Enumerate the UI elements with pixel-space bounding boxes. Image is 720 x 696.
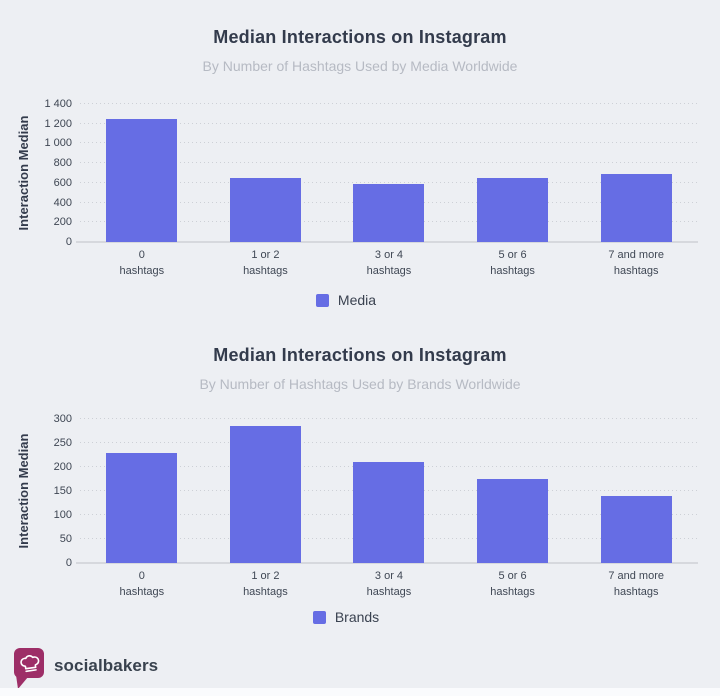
bar-3 — [477, 177, 549, 242]
socialbakers-logo-icon — [14, 648, 44, 689]
bar-slot — [574, 104, 698, 242]
y-tick-label: 400 — [53, 196, 72, 209]
chart-brands-y-axis-label: Interaction Median — [16, 433, 31, 549]
y-tick-label: 200 — [53, 216, 72, 229]
y-tick-label: 0 — [65, 236, 72, 248]
bars-group — [80, 104, 698, 242]
bar-0 — [106, 118, 178, 242]
x-tick-label: 0 hashtags — [119, 249, 165, 277]
legend-label-media: Media — [337, 292, 377, 308]
y-tick-label: 800 — [53, 157, 72, 170]
chart-media-x-axis-labels: 0 hashtags 1 or 2 hashtags 3 or 4 hashtags 5 o… — [80, 247, 698, 279]
bar-slot — [204, 104, 328, 242]
gridline — [80, 181, 698, 183]
x-tick-label: 5 or 6 hashtags — [490, 570, 535, 598]
chart-media-subtitle: By Number of Hashtags Used by Media Worl… — [202, 58, 518, 74]
bar-4 — [600, 495, 672, 563]
bar-slot — [327, 104, 451, 242]
x-tick-label: 3 or 4 hashtags — [366, 570, 412, 598]
chart-media-title: Median Interactions on Instagram — [213, 27, 507, 47]
bottom-strip — [0, 688, 720, 696]
x-tick-label: 1 or 2 hashtags — [243, 570, 288, 598]
y-tick-label: 1 400 — [44, 98, 72, 110]
y-tick-label: 150 — [53, 485, 72, 497]
legend-swatch-media — [315, 293, 329, 307]
bar-slot — [80, 104, 204, 242]
bar-slot — [204, 419, 328, 563]
y-tick-label: 0 — [65, 557, 72, 569]
bar-1 — [229, 426, 301, 563]
chart-brands-subtitle: By Number of Hashtags Used by Brands Wor… — [199, 376, 521, 392]
bar-0 — [106, 452, 178, 563]
bar-slot — [574, 419, 698, 563]
bar-3 — [477, 479, 549, 563]
gridline — [80, 442, 698, 443]
chart-media-plot-area: 0 200 400 600 800 1 000 1 200 1 400 — [44, 98, 698, 248]
gridline — [80, 142, 698, 144]
chart-brands-plot-area: 0 50 100 150 200 250 300 — [54, 413, 698, 569]
y-tick-label: 100 — [53, 509, 72, 521]
bar-2 — [353, 462, 425, 563]
x-tick-label: 7 and more hashtags — [608, 249, 664, 277]
chart-brands-title: Median Interactions on Instagram — [213, 345, 507, 365]
bars-group — [80, 419, 698, 563]
bar-1 — [229, 177, 301, 242]
bar-slot — [451, 419, 575, 563]
gridline — [80, 103, 698, 104]
legend-swatch-brands — [312, 610, 326, 624]
bar-slot — [327, 419, 451, 563]
bar-2 — [353, 183, 425, 242]
brand-name: socialbakers — [54, 656, 159, 675]
chart-brands-x-axis-labels: 0 hashtags 1 or 2 hashtags 3 or 4 hashtags 5 o… — [80, 568, 698, 600]
gridline — [80, 162, 698, 164]
x-axis-line — [76, 562, 698, 564]
chart-media-y-axis-label: Interaction Median — [16, 115, 31, 231]
y-tick-label: 300 — [53, 413, 72, 425]
bar-4 — [600, 174, 672, 242]
bar-slot — [80, 419, 204, 563]
x-tick-label: 3 or 4 hashtags — [366, 249, 412, 277]
chart-media-legend: Media — [0, 292, 692, 308]
legend-label-brands: Brands — [334, 609, 380, 625]
y-tick-label: 250 — [53, 437, 72, 449]
x-axis-line — [76, 241, 698, 243]
chart-brands-legend: Brands — [0, 609, 692, 625]
gridline — [80, 122, 698, 124]
bar-slot — [451, 104, 575, 242]
y-tick-label: 50 — [59, 533, 72, 545]
y-tick-label: 1 000 — [44, 137, 72, 150]
x-tick-label: 5 or 6 hashtags — [490, 249, 535, 277]
footer-brand: socialbakers — [12, 648, 158, 690]
y-tick-label: 1 200 — [44, 117, 72, 130]
x-tick-label: 0 hashtags — [119, 570, 165, 598]
y-tick-label: 600 — [53, 176, 72, 189]
gridline — [80, 418, 698, 419]
y-tick-label: 200 — [53, 461, 72, 473]
x-tick-label: 7 and more hashtags — [608, 570, 664, 598]
x-tick-label: 1 or 2 hashtags — [243, 249, 288, 277]
